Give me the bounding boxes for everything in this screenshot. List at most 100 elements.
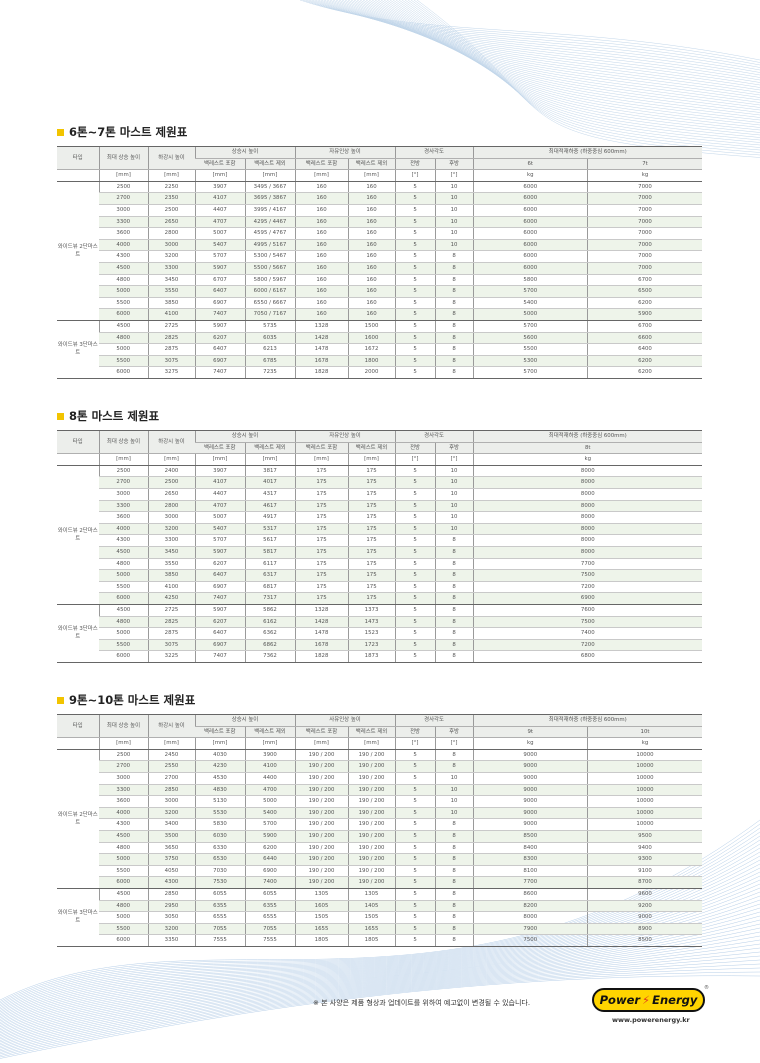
table-row: 6000 4300 7530 7400 190 / 200 190 / 200 5 8 7700… <box>57 876 702 889</box>
table-cell: 5 <box>394 807 436 820</box>
table-cell: 175 <box>347 523 396 536</box>
table-cell: 6862 <box>244 639 296 652</box>
table-cell: 5 <box>394 285 436 298</box>
table-cell: 6555 <box>244 911 296 924</box>
lightning-bolt-icon: ⚡ <box>642 993 651 1007</box>
table-cell: 6317 <box>244 569 296 582</box>
table-cell: 6200 <box>587 297 702 310</box>
table-cell: 8 <box>434 853 474 866</box>
table-section-6-7t: 6톤~7톤 마스트 제원표 타입 최대 상승 높이 하강시 높이 상승시 높이 자유인상… <box>57 124 702 379</box>
header-unit <box>57 737 99 750</box>
table-cell: 10000 <box>587 818 702 831</box>
table-cell: 3907 <box>194 181 245 194</box>
table-cell: 2800 <box>147 500 195 513</box>
header-raised-height: 상승시 높이 <box>194 430 296 443</box>
table-row: 3000 2500 4407 3995 / 4167 160 160 5 10 6000 7000 <box>57 204 702 217</box>
header-sub: 백레스트 제외 <box>244 726 296 739</box>
table-cell: 160 <box>347 216 396 229</box>
table-cell: 160 <box>347 192 396 205</box>
table-cell: 2650 <box>147 216 195 229</box>
table-cell: 5 <box>394 476 436 489</box>
table-cell: 160 <box>294 227 349 240</box>
table-cell: 2725 <box>147 604 195 617</box>
table-row: 3600 3000 5130 5000 190 / 200 190 / 200 5 10 900… <box>57 795 702 808</box>
table-cell: 7700 <box>472 558 702 571</box>
table-cell: 10000 <box>587 760 702 773</box>
table-cell: 6355 <box>244 900 296 913</box>
table-cell: 4107 <box>194 476 245 489</box>
table-cell: 4917 <box>244 511 296 524</box>
table-cell: 2700 <box>99 476 148 489</box>
wave-line <box>401 0 760 146</box>
table-cell: 9400 <box>587 842 702 855</box>
table-cell: 6000 <box>99 592 148 605</box>
table-cell: 3850 <box>147 569 195 582</box>
table-row: 4800 3650 6330 6200 190 / 200 190 / 200 5 8 8400… <box>57 842 702 855</box>
table-cell: 3075 <box>147 639 195 652</box>
table-cell: 8 <box>434 250 474 263</box>
table-cell: 8 <box>434 343 474 356</box>
table-cell: 3600 <box>99 511 148 524</box>
table-cell: 6000 <box>472 204 588 217</box>
table-cell: 7362 <box>244 650 296 663</box>
table-cell: 160 <box>294 285 349 298</box>
table-cell: 190 / 200 <box>347 830 396 843</box>
table-cell: 6907 <box>194 581 245 594</box>
table-cell: 6407 <box>194 285 245 298</box>
table-cell: 6162 <box>244 616 296 629</box>
table-cell: 9200 <box>587 900 702 913</box>
table-cell: 8 <box>434 830 474 843</box>
header-unit: [mm] <box>98 453 148 466</box>
table-cell: 5400 <box>244 807 296 820</box>
table-cell: 1828 <box>294 650 349 663</box>
table-cell: 3450 <box>147 546 195 559</box>
header-max-lift: 최대 상승 높이 <box>98 713 148 739</box>
table-cell: 6907 <box>194 355 245 368</box>
table-cell: 5 <box>394 366 436 379</box>
registered-mark-icon: ® <box>704 985 709 991</box>
table-cell: 7000 <box>587 192 702 205</box>
website-url: www.powerenergy.kr <box>612 1016 690 1024</box>
table-cell: 160 <box>294 239 349 252</box>
table-row: 3300 2850 4830 4700 190 / 200 190 / 200 5 10 900… <box>57 784 702 797</box>
table-cell: 4500 <box>98 604 148 617</box>
wave-line <box>0 935 760 1044</box>
table-cell: 3450 <box>147 274 195 287</box>
table-cell: 9600 <box>587 888 702 901</box>
table-cell: 4300 <box>99 250 148 263</box>
table-cell: 5500 <box>99 581 148 594</box>
header-sub: 백레스트 포함 <box>294 158 349 171</box>
header-unit: [mm] <box>244 737 296 750</box>
table-cell: 5 <box>394 760 436 773</box>
table-cell: 6500 <box>587 285 702 298</box>
header-max-load: 최대적재하중 (하중중심 600mm) <box>472 714 702 727</box>
table-body: 와이드뷰 2단마스트 2500 2250 3907 3495 / 3667 160 160 5… <box>57 181 702 379</box>
table-cell: 9000 <box>472 807 588 820</box>
table-cell: 160 <box>347 227 396 240</box>
table-row: 2700 2350 4107 3695 / 3867 160 160 5 10 6000 7000 <box>57 192 702 205</box>
table-cell: 3075 <box>147 355 195 368</box>
header-unit: [mm] <box>244 453 296 466</box>
table-cell: 1672 <box>347 343 396 356</box>
table-cell: 5900 <box>244 830 296 843</box>
header-row: 타입 최대 상승 높이 하강시 높이 상승시 높이 자유인상 높이 경사각도 최대적재하중 … <box>57 429 702 455</box>
header-tilt: 경사각도 <box>394 714 474 727</box>
table-cell: 1873 <box>347 650 396 663</box>
table-cell: 175 <box>294 558 349 571</box>
table-cell: 6000 <box>472 227 588 240</box>
table-cell: 7600 <box>472 604 702 617</box>
table-cell: 7407 <box>194 650 245 663</box>
header-tilt: 경사각도 <box>394 146 474 159</box>
table-cell: 9500 <box>587 830 702 843</box>
header-unit: [mm] <box>294 737 349 750</box>
spec-table: 타입 최대 상승 높이 하강시 높이 상승시 높이 자유인상 높이 경사각도 최대적재하중 … <box>57 429 702 663</box>
header-unit: [mm] <box>347 453 396 466</box>
table-cell: 5900 <box>587 308 702 321</box>
table-cell: 3600 <box>99 227 148 240</box>
table-cell: 2400 <box>147 465 195 478</box>
header-sub: 후방 <box>434 158 474 171</box>
table-cell: 8 <box>434 308 474 321</box>
table-cell: 3550 <box>147 558 195 571</box>
table-cell: 1405 <box>347 900 396 913</box>
table-cell: 8000 <box>472 476 702 489</box>
